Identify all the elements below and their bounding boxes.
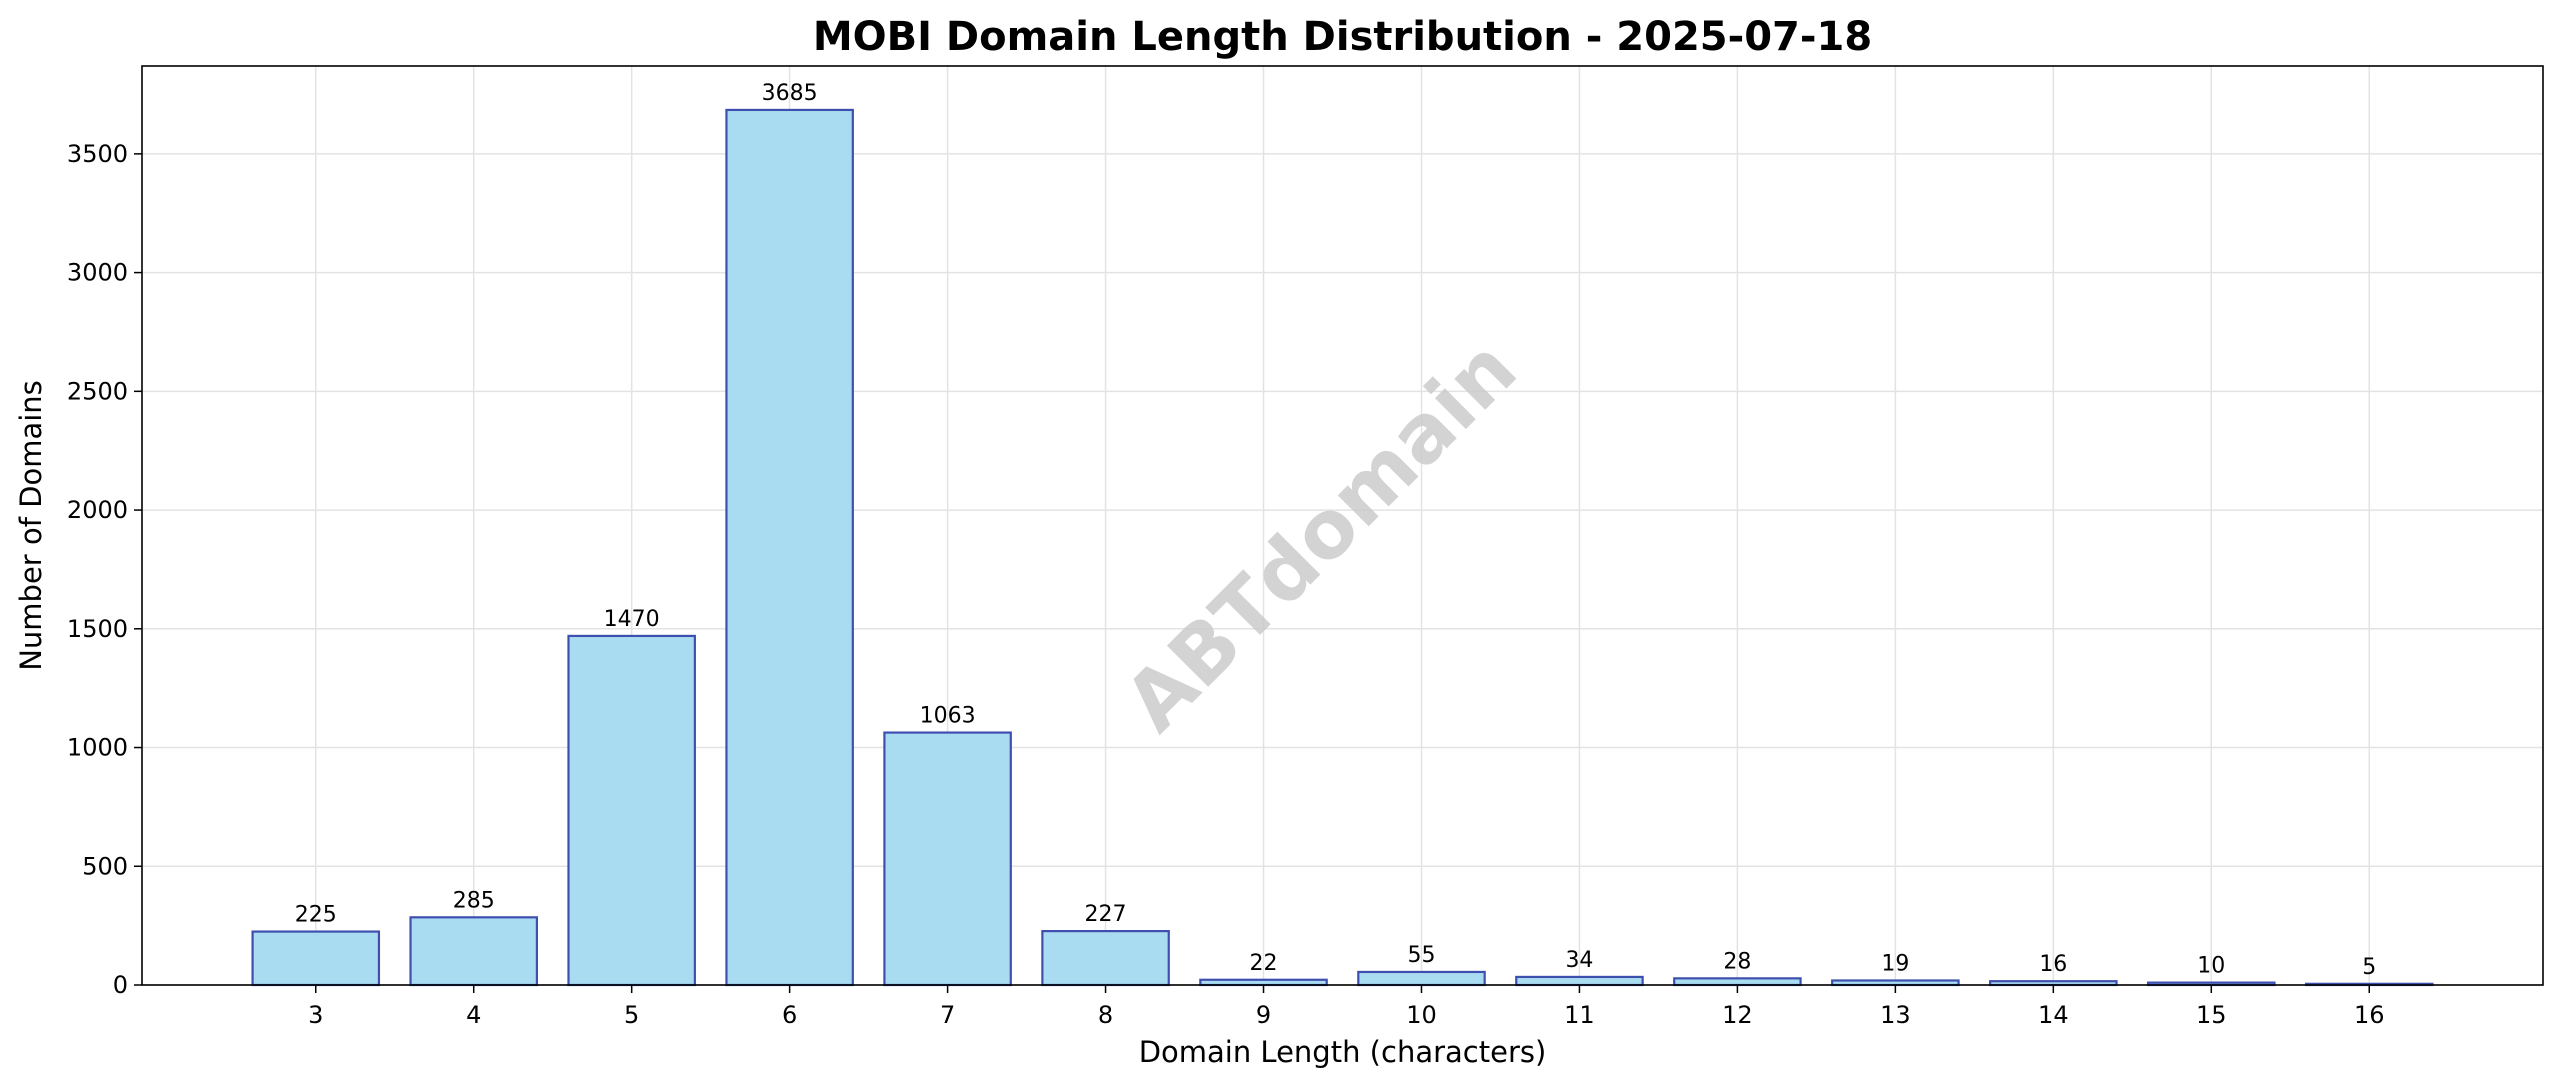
plot-frame: [141, 65, 2544, 986]
y-axis-title: Number of Domains: [14, 380, 48, 671]
x-tick-label: 3: [308, 1001, 323, 1029]
x-tick-label: 10: [1406, 1001, 1437, 1029]
y-axis: 0 500 1000 1500 2000 2500 3000 3500: [67, 140, 142, 999]
bar-value-label: 34: [1565, 948, 1593, 973]
x-tick-label: 4: [466, 1001, 481, 1029]
bar-value-label: 285: [453, 888, 495, 913]
y-tick-label: 500: [82, 852, 128, 880]
y-tick-label: 3500: [67, 140, 128, 168]
bar-value-label: 3685: [762, 81, 818, 106]
y-tick-label: 3000: [67, 259, 128, 287]
bar: [883, 731, 1012, 987]
data-labels: 225 285 1470 3685 1063 227 22 55 34 28 19 16 10 5: [295, 81, 2376, 980]
bar-value-label: 55: [1407, 943, 1435, 968]
bar: [725, 108, 854, 987]
bar-value-label: 1063: [920, 704, 976, 729]
bar-value-label: 1470: [604, 607, 660, 632]
bars: [251, 108, 2434, 987]
y-tick-label: 2000: [67, 496, 128, 524]
bar: [1357, 970, 1486, 987]
x-tick-label: 5: [624, 1001, 639, 1029]
watermark: ABTdomain: [1107, 322, 1534, 749]
y-tick-label: 0: [113, 971, 128, 999]
x-tick-label: 13: [1880, 1001, 1911, 1029]
bar: [1041, 929, 1170, 987]
bar-value-label: 28: [1723, 949, 1751, 974]
bar-value-label: 227: [1085, 902, 1127, 927]
x-tick-label: 15: [2196, 1001, 2227, 1029]
bar: [251, 930, 381, 987]
y-tick-label: 1500: [67, 615, 128, 643]
x-tick-label: 12: [1722, 1001, 1753, 1029]
x-axis: 3 4 5 6 7 8 9 10 11 12 13 14 15 16: [308, 985, 2385, 1029]
x-tick-label: 14: [2038, 1001, 2069, 1029]
x-tick-label: 9: [1256, 1001, 1271, 1029]
bar: [567, 634, 696, 987]
y-tick-label: 2500: [67, 377, 128, 405]
x-tick-label: 8: [1098, 1001, 1113, 1029]
y-tick-label: 1000: [67, 734, 128, 762]
bar-value-label: 225: [295, 903, 337, 928]
x-tick-label: 7: [940, 1001, 955, 1029]
bar: [1515, 975, 1644, 987]
bar-value-label: 5: [2362, 955, 2376, 980]
x-tick-label: 16: [2354, 1001, 2385, 1029]
bar-value-label: 10: [2197, 954, 2225, 979]
chart-title: MOBI Domain Length Distribution - 2025-0…: [813, 14, 1872, 60]
x-axis-title: Domain Length (characters): [1139, 1035, 1547, 1069]
bar-value-label: 16: [2039, 952, 2067, 977]
x-tick-label: 11: [1564, 1001, 1595, 1029]
bar-value-label: 22: [1250, 951, 1278, 976]
bar-value-label: 19: [1881, 951, 1909, 976]
x-tick-label: 6: [782, 1001, 797, 1029]
bar: [1673, 977, 1802, 987]
bar: [409, 916, 539, 987]
